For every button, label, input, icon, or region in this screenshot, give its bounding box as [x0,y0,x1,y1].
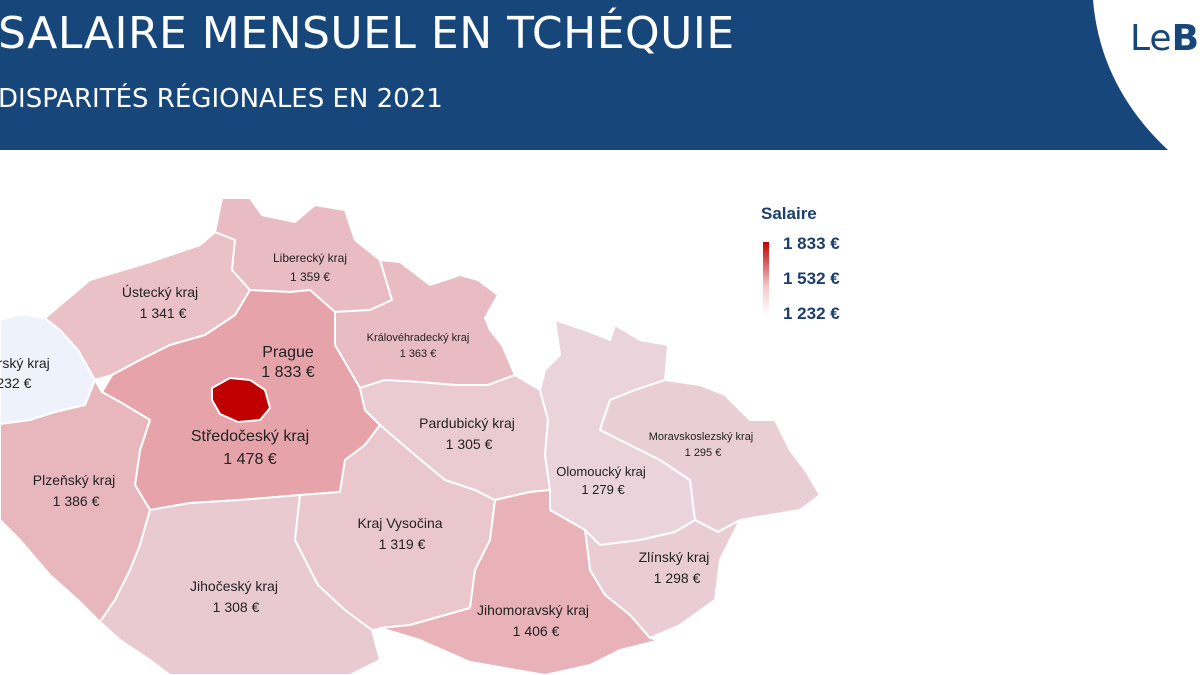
page-title: SALAIRE MENSUEL EN TCHÉQUIE [0,8,735,59]
page-subtitle: DISPARITÉS RÉGIONALES EN 2021 [0,84,443,114]
legend-max-value: 1 833 € [783,234,840,253]
label-name-zlinsky: Zlínský kraj [639,549,710,565]
label-name-stredocesky: Středočeský kraj [191,428,309,445]
label-name-jihomoravsky: Jihomoravský kraj [477,602,589,618]
label-value-moravskoslezsky: 1 295 € [685,447,722,459]
region-jihocesky[interactable] [99,494,381,675]
region-jihomoravsky[interactable] [379,489,661,675]
label-name-karlovarsky: Karlovarský kraj [0,355,50,371]
label-value-kralovehradecky: 1 363 € [400,348,437,360]
brand-logo: LeB [1130,18,1199,59]
header-background [0,0,1168,150]
label-name-olomoucky: Olomoucký kraj [556,464,646,479]
header-banner: SALAIRE MENSUEL EN TCHÉQUIE DISPARITÉS R… [0,0,1200,150]
color-legend: Salaire 1 833 € 1 532 € 1 232 € [755,200,875,330]
header-shape [0,0,1168,150]
map-labels: Karlovarský kraj 1 232 € Ústecký kraj 1 … [0,251,753,639]
label-name-moravskoslezsky: Moravskoslezský kraj [649,431,754,443]
label-value-prague: 1 833 € [261,364,314,381]
label-name-prague: Prague [262,344,314,361]
label-value-zlinsky: 1 298 € [654,570,701,586]
label-name-pardubicky: Pardubický kraj [419,415,515,431]
label-value-karlovarsky: 1 232 € [0,375,32,391]
label-value-ustecky: 1 341 € [140,305,187,321]
label-name-kralovehradecky: Královéhradecký kraj [367,332,470,344]
label-value-jihocesky: 1 308 € [213,599,260,615]
logo-text-light: Le [1130,18,1172,59]
label-value-liberecky: 1 359 € [290,270,330,284]
legend-title: Salaire [761,204,817,223]
czech-region-map: Karlovarský kraj 1 232 € Ústecký kraj 1 … [0,197,821,675]
label-name-plzensky: Plzeňský kraj [33,472,115,488]
label-name-jihocesky: Jihočeský kraj [190,578,278,594]
label-value-pardubicky: 1 305 € [446,436,493,452]
label-value-stredocesky: 1 478 € [223,451,276,468]
region-moravskoslezsky[interactable] [599,379,821,533]
label-value-vysocina: 1 319 € [379,536,426,552]
label-name-ustecky: Ústecký kraj [122,284,198,300]
label-value-plzensky: 1 386 € [53,493,100,509]
logo-text-bold: B [1171,18,1200,59]
legend-min-value: 1 232 € [783,304,840,323]
label-value-jihomoravsky: 1 406 € [513,623,560,639]
label-name-liberecky: Liberecký kraj [273,251,347,265]
legend-mid-value: 1 532 € [783,269,840,288]
region-prague[interactable] [211,377,271,423]
label-value-olomoucky: 1 279 € [581,482,625,497]
label-name-vysocina: Kraj Vysočina [357,515,442,531]
region-plzensky[interactable] [0,379,151,623]
legend-gradient-bar [763,242,769,316]
